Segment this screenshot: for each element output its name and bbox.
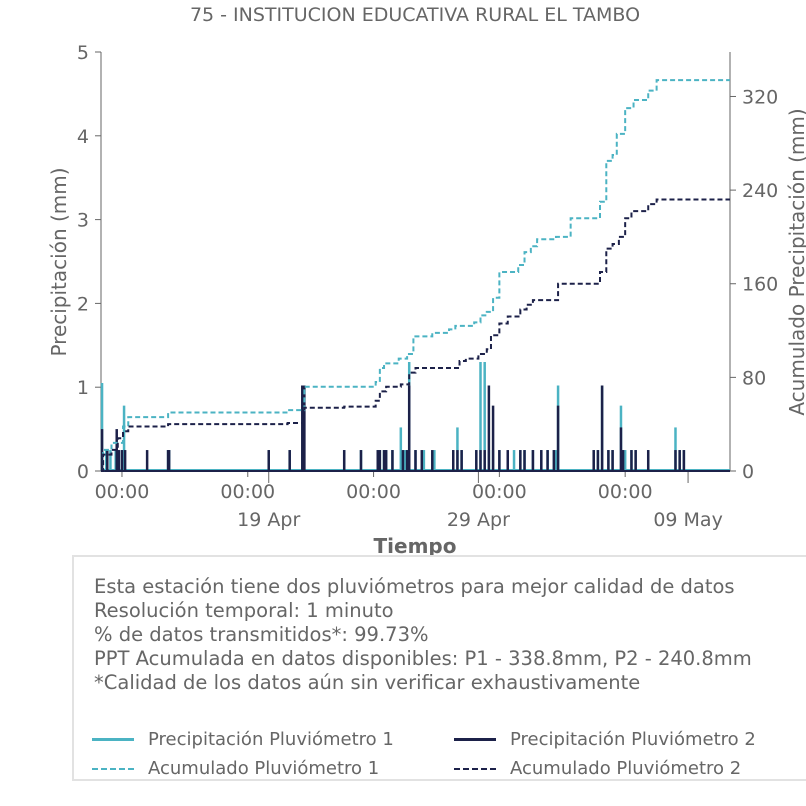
info-box: Esta estación tiene dos pluviómetros par… [72, 555, 806, 781]
x-date-tick-label: 09 May [653, 509, 723, 531]
precipitation-chart: 75 - INSTITUCION EDUCATIVA RURAL EL TAMB… [47, 4, 806, 555]
x-tick-label: 00:00 [346, 481, 401, 503]
legend-label-p1: Precipitación Pluviómetro 1 [148, 729, 394, 750]
legend-item-acum-p2: Acumulado Pluviómetro 2 [454, 758, 741, 779]
y-right-tick-label: 240 [742, 180, 778, 202]
y-right-tick-label: 0 [742, 461, 754, 483]
info-line-accumulated: PPT Acumulada en datos disponibles: P1 -… [94, 647, 752, 670]
legend-item-p1: Precipitación Pluviómetro 1 [92, 729, 394, 750]
x-axis-label: Tiempo [374, 534, 457, 555]
x-tick-label: 00:00 [598, 481, 653, 503]
y-left-tick-label: 4 [77, 126, 89, 148]
chart-title: 75 - INSTITUCION EDUCATIVA RURAL EL TAMB… [190, 4, 640, 26]
x-tick-label: 00:00 [472, 481, 527, 503]
y-right-tick-label: 160 [742, 274, 778, 296]
info-lines: Esta estación tiene dos pluviómetros par… [94, 575, 752, 695]
y-left-tick-label: 2 [77, 293, 89, 315]
y-axis-right-label: Acumulado Precipitación (mm) [785, 108, 806, 415]
x-tick-label: 00:00 [95, 481, 150, 503]
acum-p1-line [101, 79, 730, 472]
legend-item-p2: Precipitación Pluviómetro 2 [454, 729, 756, 750]
legend-swatch-acum-p1 [92, 767, 134, 770]
plot-area: 0 1 2 3 4 5 0 80 160 240 320 00:00 00:00 00:00 00:00 00… [77, 42, 778, 531]
info-line-dual-gauge: Esta estación tiene dos pluviómetros par… [94, 575, 735, 598]
info-line-resolution: Resolución temporal: 1 minuto [94, 599, 394, 622]
legend-item-acum-p1: Acumulado Pluviómetro 1 [92, 758, 379, 779]
legend-label-acum-p2: Acumulado Pluviómetro 2 [510, 758, 742, 779]
legend-label-p2: Precipitación Pluviómetro 2 [510, 729, 756, 750]
y-left-tick-label: 0 [77, 461, 89, 483]
x-date-tick-label: 29 Apr [447, 509, 510, 531]
y-left-tick-label: 1 [77, 377, 89, 399]
x-date-tick-label: 19 Apr [237, 509, 300, 531]
legend-label-acum-p1: Acumulado Pluviómetro 1 [148, 758, 380, 779]
legend-swatch-p2 [454, 738, 496, 741]
y-right-tick-label: 80 [742, 367, 766, 389]
x-tick-label: 00:00 [220, 481, 275, 503]
acum-p2-line [101, 198, 730, 472]
y-left-tick-label: 5 [77, 42, 89, 64]
y-left-tick-label: 3 [77, 210, 89, 232]
y-axis-left-label: Precipitación (mm) [47, 167, 71, 356]
info-line-transmitted: % de datos transmitidos*: 99.73% [94, 623, 429, 646]
info-line-quality-note: *Calidad de los datos aún sin verificar … [94, 671, 641, 694]
legend-swatch-p1 [92, 738, 134, 741]
y-right-tick-label: 320 [742, 86, 778, 108]
legend-swatch-acum-p2 [454, 767, 496, 770]
